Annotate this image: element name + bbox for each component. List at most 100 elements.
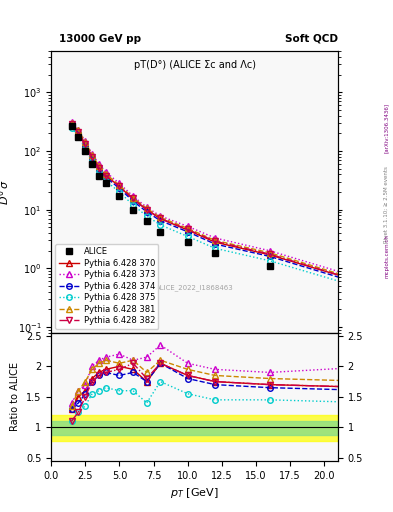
ALICE — [76, 134, 81, 140]
Pythia 6.428 382 — [76, 129, 81, 135]
Pythia 6.428 374 — [213, 241, 217, 247]
Pythia 6.428 373 — [185, 223, 190, 229]
Line: Pythia 6.428 370: Pythia 6.428 370 — [69, 121, 382, 290]
Pythia 6.428 370 — [83, 141, 88, 147]
Pythia 6.428 373 — [76, 126, 81, 133]
Pythia 6.428 373 — [117, 180, 122, 186]
Pythia 6.428 382 — [90, 154, 94, 160]
Pythia 6.428 374 — [267, 253, 272, 260]
Pythia 6.428 382 — [69, 121, 74, 127]
Y-axis label: Ratio to ALICE: Ratio to ALICE — [10, 362, 20, 431]
Line: Pythia 6.428 373: Pythia 6.428 373 — [69, 119, 382, 286]
Pythia 6.428 370 — [69, 121, 74, 127]
Pythia 6.428 373 — [158, 213, 163, 219]
Text: mcplots.cern.ch: mcplots.cern.ch — [384, 234, 389, 278]
Pythia 6.428 370 — [376, 284, 381, 290]
Pythia 6.428 374 — [90, 155, 94, 161]
Pythia 6.428 382 — [213, 238, 217, 244]
Line: ALICE: ALICE — [69, 123, 382, 305]
Pythia 6.428 382 — [185, 226, 190, 232]
Pythia 6.428 375 — [131, 202, 136, 208]
Pythia 6.428 370 — [76, 129, 81, 135]
Pythia 6.428 370 — [103, 173, 108, 179]
Pythia 6.428 370 — [158, 216, 163, 222]
ALICE — [185, 239, 190, 245]
Pythia 6.428 382 — [97, 164, 101, 170]
Pythia 6.428 373 — [83, 138, 88, 144]
ALICE — [69, 122, 74, 129]
Pythia 6.428 375 — [185, 233, 190, 240]
Pythia 6.428 370 — [97, 164, 101, 170]
Pythia 6.428 373 — [144, 204, 149, 210]
Text: Rivet 3.1.10; ≥ 2.5M events: Rivet 3.1.10; ≥ 2.5M events — [384, 166, 389, 243]
Pythia 6.428 381 — [158, 215, 163, 221]
Pythia 6.428 382 — [83, 141, 88, 147]
Pythia 6.428 381 — [103, 170, 108, 177]
ALICE — [103, 180, 108, 186]
Pythia 6.428 375 — [83, 145, 88, 152]
Pythia 6.428 373 — [131, 193, 136, 199]
Text: pT(D°) (ALICE Σc and Λc): pT(D°) (ALICE Σc and Λc) — [134, 60, 255, 70]
Pythia 6.428 370 — [117, 183, 122, 189]
Pythia 6.428 375 — [69, 125, 74, 131]
Line: Pythia 6.428 381: Pythia 6.428 381 — [69, 120, 382, 289]
Pythia 6.428 375 — [213, 245, 217, 251]
Pythia 6.428 381 — [185, 225, 190, 231]
Pythia 6.428 381 — [97, 163, 101, 169]
Pythia 6.428 373 — [69, 119, 74, 125]
ALICE — [90, 161, 94, 167]
Pythia 6.428 382 — [131, 196, 136, 202]
Pythia 6.428 382 — [103, 173, 108, 179]
Pythia 6.428 373 — [103, 169, 108, 175]
Y-axis label: $D^0\,\sigma$: $D^0\,\sigma$ — [0, 179, 12, 205]
Pythia 6.428 382 — [158, 216, 163, 222]
Pythia 6.428 381 — [144, 205, 149, 211]
Pythia 6.428 373 — [213, 235, 217, 241]
Line: Pythia 6.428 374: Pythia 6.428 374 — [69, 121, 382, 292]
ALICE — [131, 207, 136, 213]
ALICE — [83, 148, 88, 154]
Pythia 6.428 375 — [117, 189, 122, 195]
Text: [arXiv:1306.3436]: [arXiv:1306.3436] — [384, 103, 389, 153]
Pythia 6.428 374 — [376, 286, 381, 292]
Pythia 6.428 381 — [69, 119, 74, 125]
Text: 13000 GeV pp: 13000 GeV pp — [59, 33, 141, 44]
Pythia 6.428 381 — [131, 195, 136, 201]
Pythia 6.428 381 — [267, 250, 272, 256]
Pythia 6.428 381 — [76, 127, 81, 133]
ALICE — [97, 173, 101, 179]
Pythia 6.428 374 — [144, 209, 149, 215]
Pythia 6.428 375 — [144, 213, 149, 219]
Pythia 6.428 374 — [76, 130, 81, 136]
Pythia 6.428 375 — [90, 158, 94, 164]
Pythia 6.428 370 — [267, 252, 272, 258]
Pythia 6.428 375 — [97, 169, 101, 176]
Bar — [51, 421, 338, 435]
Pythia 6.428 375 — [376, 290, 381, 296]
Pythia 6.428 370 — [144, 207, 149, 213]
Pythia 6.428 374 — [83, 142, 88, 148]
Pythia 6.428 373 — [376, 281, 381, 287]
Pythia 6.428 381 — [90, 152, 94, 158]
Pythia 6.428 375 — [158, 222, 163, 228]
Pythia 6.428 374 — [103, 174, 108, 180]
ALICE — [158, 229, 163, 235]
Pythia 6.428 382 — [267, 251, 272, 257]
Pythia 6.428 374 — [185, 229, 190, 235]
Pythia 6.428 375 — [76, 133, 81, 139]
ALICE — [213, 250, 217, 257]
Line: Pythia 6.428 375: Pythia 6.428 375 — [69, 125, 382, 296]
ALICE — [376, 298, 381, 305]
Pythia 6.428 381 — [213, 237, 217, 243]
Pythia 6.428 374 — [158, 218, 163, 224]
Pythia 6.428 370 — [131, 196, 136, 202]
ALICE — [144, 218, 149, 224]
Text: ALICE_2022_I1868463: ALICE_2022_I1868463 — [156, 284, 233, 291]
Legend: ALICE, Pythia 6.428 370, Pythia 6.428 373, Pythia 6.428 374, Pythia 6.428 375, P: ALICE, Pythia 6.428 370, Pythia 6.428 37… — [55, 244, 158, 329]
Line: Pythia 6.428 382: Pythia 6.428 382 — [69, 121, 382, 290]
Pythia 6.428 373 — [97, 161, 101, 167]
Pythia 6.428 370 — [90, 154, 94, 160]
Pythia 6.428 382 — [144, 207, 149, 213]
Pythia 6.428 370 — [213, 239, 217, 245]
Pythia 6.428 373 — [267, 248, 272, 254]
